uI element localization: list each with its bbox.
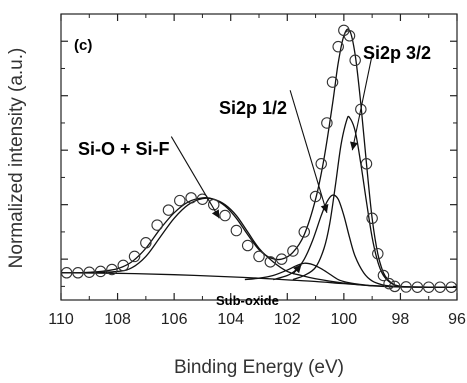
- panel-label: (c): [74, 37, 92, 54]
- data-marker: [60, 267, 73, 279]
- data-marker: [253, 250, 265, 263]
- data-marker: [389, 280, 401, 293]
- data-marker: [275, 253, 288, 265]
- data-marker: [321, 117, 333, 129]
- data-marker: [411, 281, 424, 293]
- annotation-si2p-3-2: Si2p 3/2: [363, 43, 431, 63]
- data-marker: [315, 158, 327, 170]
- annotation-arrows: [170, 54, 373, 275]
- data-marker: [372, 247, 384, 260]
- x-tick-label: 98: [392, 311, 410, 328]
- annotation-si2p-1-2: Si2p 1/2: [219, 98, 287, 118]
- x-axis-title: Binding Energy (eV): [174, 357, 344, 378]
- data-marker: [326, 76, 339, 88]
- data-marker: [422, 281, 435, 293]
- x-tick-label: 102: [274, 311, 301, 328]
- data-marker: [287, 245, 299, 257]
- data-marker: [360, 158, 373, 170]
- annotation-arrow-line: [351, 54, 373, 151]
- data-marker: [400, 281, 412, 293]
- y-axis-ticks: [61, 40, 457, 287]
- data-marker: [83, 266, 96, 278]
- x-tick-label: 104: [217, 311, 244, 328]
- data-marker: [207, 198, 220, 211]
- x-tick-label: 100: [331, 311, 358, 328]
- data-marker: [377, 269, 390, 282]
- data-marker: [140, 237, 152, 249]
- fit-line-background: [60, 272, 458, 288]
- annotation-sub-oxide: Sub-oxide: [216, 293, 279, 308]
- fit-line-component-sub-oxide: [244, 262, 373, 287]
- data-marker: [366, 212, 378, 225]
- annotation-arrow-line: [289, 90, 328, 213]
- data-marker: [445, 281, 458, 293]
- data-marker: [230, 224, 243, 237]
- data-marker: [298, 226, 311, 238]
- data-marker: [264, 256, 277, 268]
- annotation-arrow-head: [350, 141, 358, 151]
- data-marker: [343, 30, 356, 42]
- annotation-arrow-head: [293, 264, 302, 274]
- data-marker: [151, 219, 163, 231]
- annotation-arrow-head: [211, 209, 220, 219]
- data-marker: [117, 259, 129, 272]
- annotation-arrow-line: [170, 136, 220, 219]
- data-marker: [434, 281, 446, 293]
- annotation-si-o-si-f: Si-O + Si-F: [78, 139, 170, 159]
- data-marker: [162, 204, 175, 216]
- data-marker: [174, 194, 186, 207]
- data-marker: [106, 263, 118, 276]
- data-marker: [72, 267, 84, 279]
- data-marker: [383, 277, 395, 290]
- data-marker: [128, 250, 141, 263]
- fit-line-component-si2p-3-2: [292, 115, 401, 288]
- x-tick-label: 106: [161, 311, 188, 328]
- x-tick-label: 108: [104, 311, 131, 328]
- data-marker: [309, 190, 322, 203]
- data-marker: [355, 103, 367, 116]
- y-axis-title: Normalized intensity (a.u.): [6, 48, 27, 269]
- data-markers: [60, 24, 458, 293]
- annotation-arrow-head: [320, 204, 329, 213]
- data-marker: [219, 209, 231, 222]
- x-tick-label: 110: [48, 311, 74, 328]
- data-marker: [94, 265, 107, 278]
- x-tick-label: 96: [448, 311, 466, 328]
- data-marker: [332, 40, 344, 53]
- data-marker: [241, 239, 254, 252]
- x-axis-ticks: 110 108 106 104 102 100 98 96: [48, 14, 466, 328]
- data-marker: [349, 54, 361, 67]
- fit-line-component-si2p-1-2: [272, 194, 395, 288]
- data-marker: [185, 192, 197, 204]
